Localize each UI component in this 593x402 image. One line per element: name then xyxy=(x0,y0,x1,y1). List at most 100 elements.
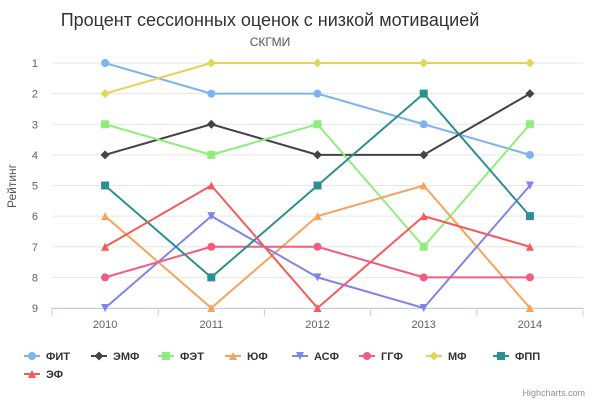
series-9 xyxy=(101,181,534,312)
legend-marker[interactable] xyxy=(296,352,304,360)
legend-item[interactable]: АСФ xyxy=(292,351,339,363)
x-tick-label: 2013 xyxy=(411,319,435,331)
y-tick-label: 8 xyxy=(32,272,38,284)
data-point[interactable] xyxy=(100,150,110,160)
x-tick-label: 2012 xyxy=(305,319,329,331)
data-point[interactable] xyxy=(525,273,534,282)
legend-label: ЭМФ xyxy=(113,351,139,363)
legend-label: ЮФ xyxy=(247,351,268,363)
data-point[interactable] xyxy=(525,150,534,159)
chart-title: Процент сессионных оценок с низкой мотив… xyxy=(61,10,480,30)
data-point[interactable] xyxy=(419,58,429,68)
legend-marker[interactable] xyxy=(94,351,104,361)
data-point[interactable] xyxy=(313,273,322,282)
data-point[interactable] xyxy=(525,212,534,221)
legend-label: ФИТ xyxy=(46,351,70,363)
legend-item[interactable]: ФЭТ xyxy=(158,351,204,363)
data-point[interactable] xyxy=(313,58,322,68)
data-point[interactable] xyxy=(525,242,534,251)
data-point[interactable] xyxy=(101,242,110,251)
y-tick-label: 4 xyxy=(32,150,38,162)
y-tick-label: 6 xyxy=(32,211,38,223)
chart-subtitle: СКГМИ xyxy=(250,35,291,49)
legend-label: МФ xyxy=(448,351,467,363)
data-point[interactable] xyxy=(419,89,428,98)
data-point[interactable] xyxy=(419,242,428,251)
legend-item[interactable]: ЮФ xyxy=(225,351,268,363)
data-point[interactable] xyxy=(313,304,322,312)
data-point[interactable] xyxy=(207,181,216,190)
data-point[interactable] xyxy=(313,242,322,251)
legend-marker[interactable] xyxy=(363,352,371,360)
legend-item[interactable]: ГГФ xyxy=(359,351,403,363)
data-point[interactable] xyxy=(313,150,322,160)
legend-marker[interactable] xyxy=(497,352,505,360)
data-point[interactable] xyxy=(101,120,110,129)
data-point[interactable] xyxy=(313,89,322,98)
credits-link[interactable]: Highcharts.com xyxy=(522,388,585,398)
data-point[interactable] xyxy=(207,89,216,98)
legend-label: ФЭТ xyxy=(180,351,204,363)
data-point[interactable] xyxy=(313,181,322,190)
data-point[interactable] xyxy=(525,120,534,129)
y-tick-label: 3 xyxy=(32,119,38,131)
data-point[interactable] xyxy=(419,150,429,160)
legend: ФИТ ЭМФ ФЭТ ЮФ АСФ ГГФ МФ ФПП ЭФ xyxy=(24,351,540,381)
series-3 xyxy=(101,120,534,251)
data-point[interactable] xyxy=(419,120,428,129)
series-line[interactable] xyxy=(104,245,530,279)
data-point[interactable] xyxy=(207,273,216,282)
series-1 xyxy=(101,59,534,159)
legend-item[interactable]: МФ xyxy=(426,351,467,363)
data-point[interactable] xyxy=(100,89,110,99)
legend-marker[interactable] xyxy=(162,352,170,360)
legend-item[interactable]: ФИТ xyxy=(24,351,70,363)
x-axis: 2010 2011 2012 2013 2014 xyxy=(51,308,584,331)
series-group xyxy=(100,58,535,312)
data-point[interactable] xyxy=(525,89,535,99)
data-point[interactable] xyxy=(525,181,534,190)
legend-label: ФПП xyxy=(515,351,540,363)
x-tick-label: 2011 xyxy=(199,319,223,331)
y-tick-label: 7 xyxy=(32,242,38,254)
legend-label: ЭФ xyxy=(46,369,63,381)
data-point[interactable] xyxy=(313,212,322,221)
data-point[interactable] xyxy=(207,212,216,221)
y-tick-label: 2 xyxy=(32,89,38,101)
data-point[interactable] xyxy=(419,304,428,312)
data-point[interactable] xyxy=(207,242,216,251)
series-8 xyxy=(101,89,534,282)
data-point[interactable] xyxy=(101,273,110,282)
data-point[interactable] xyxy=(206,119,216,129)
data-point[interactable] xyxy=(207,304,216,312)
y-tick-label: 5 xyxy=(32,181,38,193)
series-6 xyxy=(101,242,534,282)
data-point[interactable] xyxy=(207,150,216,159)
legend-marker[interactable] xyxy=(429,351,439,361)
data-point[interactable] xyxy=(101,59,110,67)
series-line[interactable] xyxy=(104,62,531,156)
data-point[interactable] xyxy=(525,58,535,68)
legend-marker[interactable] xyxy=(229,352,237,360)
data-point[interactable] xyxy=(525,304,534,312)
data-point[interactable] xyxy=(419,181,428,190)
data-point[interactable] xyxy=(101,181,110,190)
legend-marker[interactable] xyxy=(28,370,36,378)
legend-marker[interactable] xyxy=(28,352,36,360)
data-point[interactable] xyxy=(101,212,110,221)
legend-label: ГГФ xyxy=(381,351,403,363)
legend-item[interactable]: ЭФ xyxy=(24,369,63,381)
data-point[interactable] xyxy=(101,304,110,312)
data-point[interactable] xyxy=(419,212,428,221)
legend-item[interactable]: ФПП xyxy=(493,351,540,363)
x-tick-label: 2010 xyxy=(93,319,117,331)
series-line[interactable] xyxy=(104,62,530,95)
legend-item[interactable]: ЭМФ xyxy=(91,351,139,363)
data-point[interactable] xyxy=(206,58,216,68)
y-axis: 1 2 3 4 5 6 7 8 9 xyxy=(32,58,38,315)
series-7 xyxy=(100,58,535,99)
data-point[interactable] xyxy=(419,273,428,282)
data-point[interactable] xyxy=(313,120,322,129)
